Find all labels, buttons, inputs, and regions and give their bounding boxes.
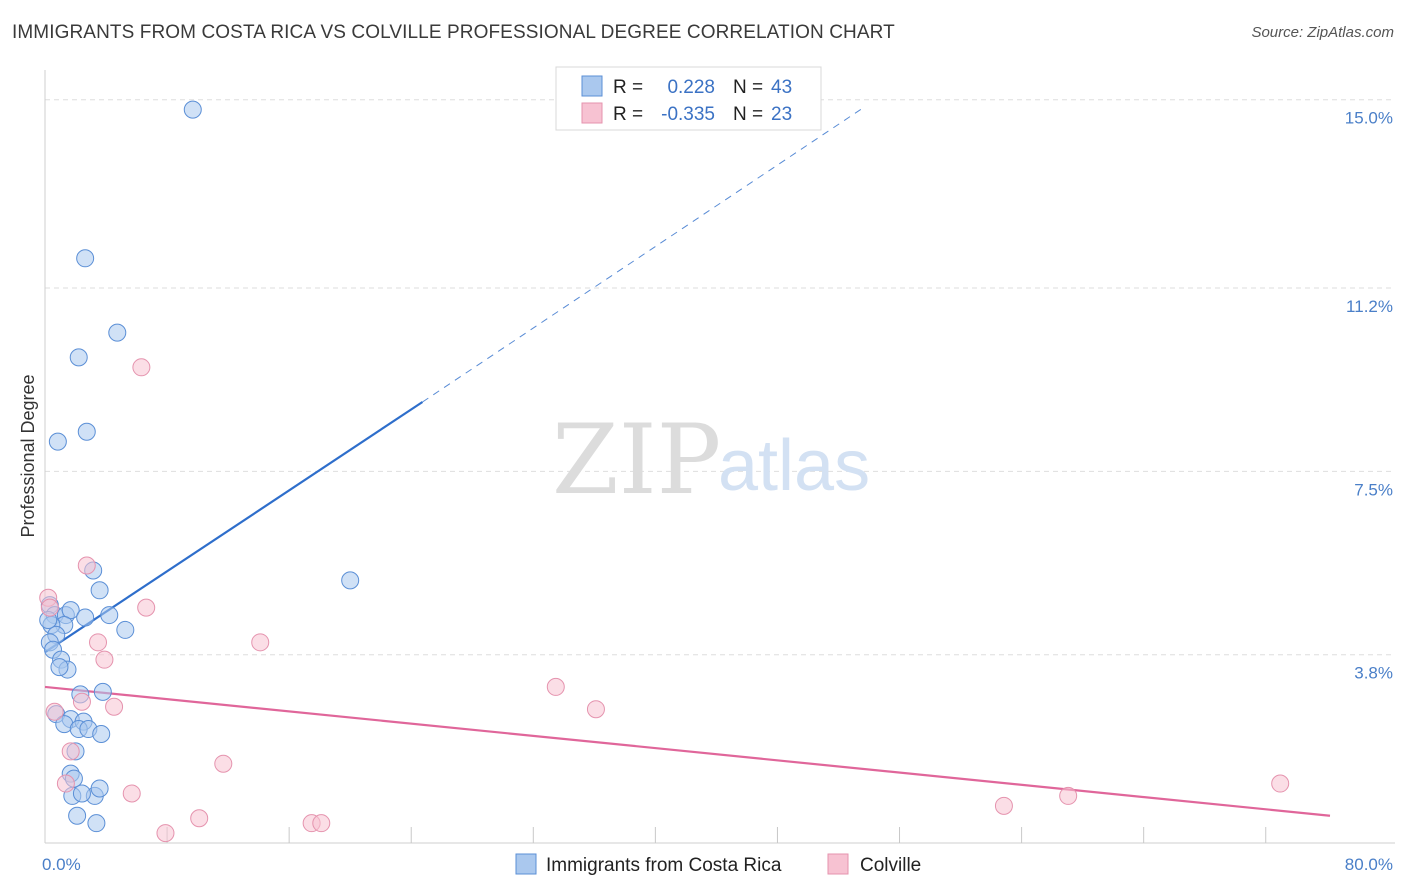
legend-n-label-1: N = (733, 77, 763, 98)
y-tick-label-1: 7.5% (1354, 480, 1393, 499)
point-pink-1 (77, 556, 96, 575)
point-pink-18 (994, 796, 1013, 815)
point-pink-14 (214, 754, 233, 773)
point-pink-23 (156, 824, 175, 843)
legend-n-value-1: 43 (771, 77, 792, 98)
point-blue-23 (50, 658, 69, 677)
x-tick-labels: 0.0% 80.0% (42, 855, 1393, 874)
point-pink-8 (72, 692, 91, 711)
point-pink-10 (105, 697, 124, 716)
legend-n-value-2: 23 (771, 104, 792, 125)
point-blue-1 (76, 249, 95, 268)
point-blue-12 (61, 601, 80, 620)
point-blue-8 (90, 581, 109, 600)
point-blue-2 (108, 323, 127, 342)
chart-title: IMMIGRANTS FROM COSTA RICA VS COLVILLE P… (12, 22, 895, 43)
point-pink-22 (312, 814, 331, 833)
y-axis-label: Professional Degree (18, 374, 38, 537)
series-legend: Immigrants from Costa Rica Colville (515, 853, 921, 876)
point-pink-5 (89, 633, 108, 652)
bottom-legend-swatch-pink (827, 853, 849, 875)
y-tick-label-0: 3.8% (1354, 664, 1393, 683)
bottom-legend-series2: Colville (860, 855, 921, 876)
watermark-atlas: atlas (718, 426, 870, 506)
point-pink-7 (95, 650, 114, 669)
bottom-legend-swatch-blue (515, 853, 537, 875)
trend-line-blue-extension (422, 106, 865, 403)
x-tick-label-0: 0.0% (42, 855, 81, 874)
correlation-legend: R = 0.228 N = 43 R = -0.335 N = 23 (555, 66, 822, 131)
source-label: Source: ZipAtlas.com (1251, 24, 1394, 41)
point-pink-12 (586, 700, 605, 719)
point-blue-3 (69, 348, 88, 367)
legend-r-label-1: R = (613, 77, 643, 98)
point-pink-4 (40, 598, 59, 617)
point-blue-6 (341, 571, 360, 590)
point-blue-0 (183, 100, 202, 119)
y-tick-labels: 3.8% 7.5% 11.2% 15.0% (1345, 109, 1393, 683)
point-blue-13 (76, 608, 95, 627)
point-blue-4 (77, 422, 96, 441)
legend-r-value-1: 0.228 (667, 77, 715, 98)
axes (44, 70, 1395, 844)
point-blue-37 (90, 779, 109, 798)
legend-n-label-2: N = (733, 104, 763, 125)
point-pink-20 (190, 809, 209, 828)
legend-swatch-pink (581, 102, 603, 124)
y-tick-label-3: 15.0% (1345, 109, 1393, 128)
point-pink-6 (251, 633, 270, 652)
point-pink-17 (1059, 786, 1078, 805)
point-pink-15 (56, 774, 75, 793)
point-blue-41 (68, 806, 87, 825)
legend-r-value-2: -0.335 (661, 104, 715, 125)
grid-lines (45, 99, 1395, 656)
trend-line-pink (44, 685, 1331, 817)
point-pink-19 (1271, 774, 1290, 793)
legend-swatch-blue (581, 75, 603, 97)
data-points (39, 100, 1290, 843)
point-pink-9 (45, 702, 64, 721)
legend-r-label-2: R = (613, 104, 643, 125)
point-pink-16 (122, 784, 141, 803)
point-blue-5 (48, 432, 67, 451)
point-pink-0 (132, 358, 151, 377)
point-blue-14 (100, 606, 119, 625)
point-pink-11 (546, 677, 565, 696)
bottom-legend-series1: Immigrants from Costa Rica (546, 855, 782, 876)
point-pink-2 (137, 598, 156, 617)
y-tick-label-2: 11.2% (1346, 297, 1393, 316)
point-pink-13 (61, 742, 80, 761)
point-blue-18 (116, 620, 135, 639)
x-tick-label-1: 80.0% (1345, 855, 1393, 874)
point-blue-39 (72, 784, 91, 803)
watermark-zip: ZIP (552, 404, 721, 516)
point-blue-25 (93, 682, 112, 701)
point-blue-32 (92, 724, 111, 743)
point-blue-40 (87, 814, 106, 833)
